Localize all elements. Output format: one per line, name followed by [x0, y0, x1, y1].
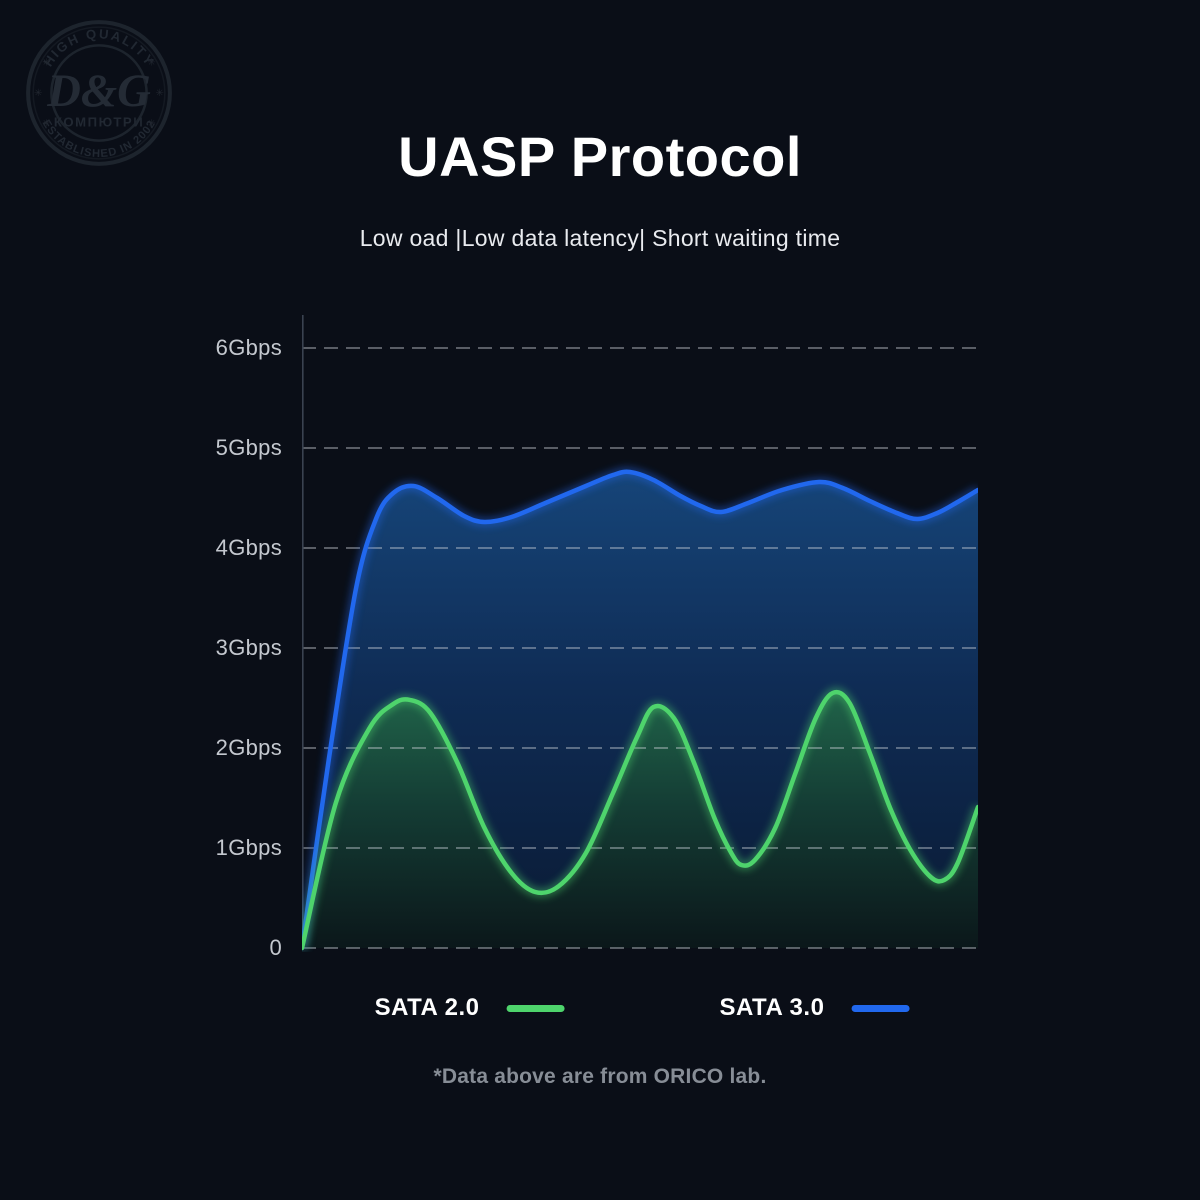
- flower-icon: ✳: [34, 88, 42, 99]
- logo-monogram: D&G: [46, 65, 151, 117]
- y-tick-label: 6Gbps: [215, 335, 282, 360]
- area-fill-sata-2-0: [302, 692, 978, 948]
- legend-item: SATA 2.0: [375, 994, 565, 1022]
- dg-watermark-logo: HIGH QUALITY ESTABLISHED IN 2002 D&G КОМ…: [26, 20, 172, 166]
- logo-top-arc-text: HIGH QUALITY: [40, 26, 157, 69]
- y-tick-label: 3Gbps: [215, 635, 282, 660]
- line-sata-2-0: [302, 689, 978, 951]
- y-tick-label: 2Gbps: [215, 735, 282, 760]
- y-tick-label: 1Gbps: [215, 835, 282, 860]
- logo-outer-ring: [26, 20, 172, 166]
- flower-icon: ✳: [147, 58, 155, 69]
- flower-icon: ✳: [42, 118, 50, 129]
- y-tick-label: 0: [269, 935, 282, 960]
- area-chart: [302, 312, 978, 952]
- logo-subtext: КОМПЮТРИ: [54, 114, 144, 129]
- page-subtitle: Low oad |Low data latency| Short waiting…: [359, 225, 841, 251]
- legend-swatch: [851, 1004, 910, 1012]
- y-tick-label: 4Gbps: [215, 535, 282, 560]
- legend-label: SATA 2.0: [374, 994, 480, 1021]
- page-title: UASP Protocol: [398, 125, 802, 188]
- flower-icon: ✳: [156, 88, 164, 99]
- logo-mid-ring: [32, 26, 166, 160]
- legend-item: SATA 3.0: [720, 994, 910, 1022]
- legend-label: SATA 3.0: [719, 994, 825, 1021]
- logo-inner-ring: [50, 44, 148, 142]
- flower-icon: ✳: [42, 58, 50, 69]
- line-sata-3-0: [302, 469, 978, 951]
- chart-legend: SATA 2.0 SATA 3.0: [375, 994, 910, 1022]
- footnote: *Data above are from ORICO lab.: [433, 1065, 767, 1088]
- legend-swatch: [506, 1004, 565, 1012]
- flower-icon: ✳: [147, 118, 155, 129]
- chart-canvas: [302, 315, 978, 951]
- y-tick-label: 5Gbps: [215, 435, 282, 460]
